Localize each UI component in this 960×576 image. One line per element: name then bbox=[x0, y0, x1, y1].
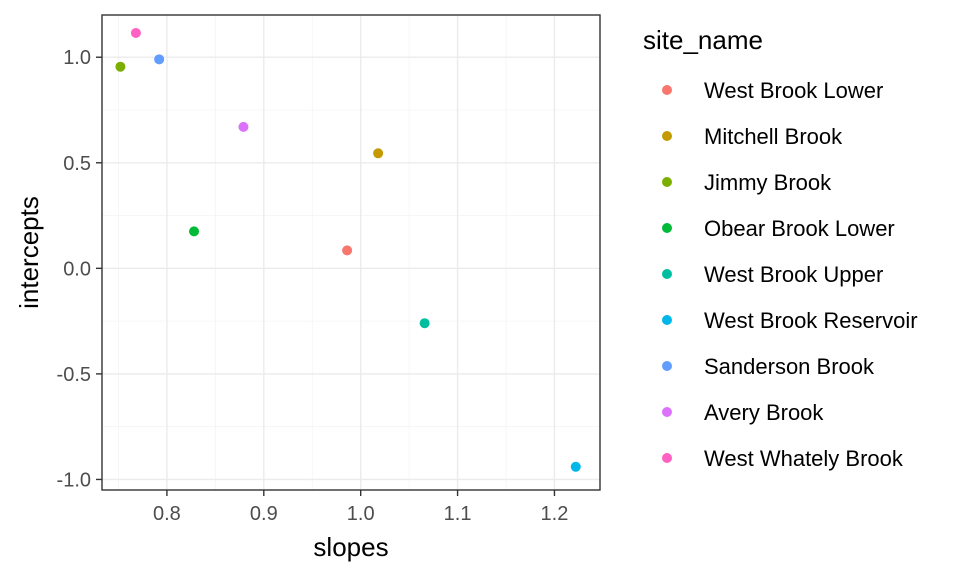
legend-key bbox=[662, 361, 672, 371]
data-point bbox=[154, 54, 165, 65]
legend-key bbox=[662, 315, 672, 325]
data-point bbox=[342, 245, 353, 256]
y-axis-title: intercepts bbox=[14, 196, 44, 309]
legend-label: Avery Brook bbox=[704, 400, 824, 425]
legend-item: Jimmy Brook bbox=[662, 170, 832, 195]
data-point bbox=[419, 318, 430, 329]
legend-item: West Brook Reservoir bbox=[662, 308, 918, 333]
legend-item: Sanderson Brook bbox=[662, 354, 875, 379]
legend-item: West Whately Brook bbox=[662, 446, 904, 471]
legend-label: West Brook Lower bbox=[704, 78, 883, 103]
y-tick-label: 1.0 bbox=[63, 47, 91, 69]
major-gridlines bbox=[102, 15, 600, 490]
x-tick-label: 1.0 bbox=[347, 503, 375, 525]
legend-key bbox=[662, 223, 672, 233]
minor-gridlines bbox=[102, 15, 600, 490]
legend-key bbox=[662, 177, 672, 187]
legend-item: West Brook Upper bbox=[662, 262, 883, 287]
legend-title: site_name bbox=[643, 25, 763, 55]
legend-label: Sanderson Brook bbox=[704, 354, 875, 379]
legend-key bbox=[662, 131, 672, 141]
legend-key bbox=[662, 453, 672, 463]
legend-items: West Brook Lower Mitchell Brook Jimmy Broo… bbox=[662, 78, 918, 471]
data-point bbox=[238, 121, 249, 132]
legend-label: Obear Brook Lower bbox=[704, 216, 895, 241]
legend-key bbox=[662, 407, 672, 417]
data-point bbox=[189, 226, 200, 237]
legend-label: Jimmy Brook bbox=[704, 170, 832, 195]
x-tick-label: 0.8 bbox=[153, 503, 181, 525]
y-tick-label: -1.0 bbox=[57, 469, 91, 491]
legend-label: Mitchell Brook bbox=[704, 124, 843, 149]
y-tick-label: -0.5 bbox=[57, 364, 91, 386]
legend-item: West Brook Lower bbox=[662, 78, 883, 103]
legend-label: West Whately Brook bbox=[704, 446, 904, 471]
data-point bbox=[570, 461, 581, 472]
x-axis-title: slopes bbox=[313, 532, 388, 562]
legend-label: West Brook Reservoir bbox=[704, 308, 918, 333]
x-tick-label: 1.1 bbox=[444, 503, 472, 525]
x-tick-label: 1.2 bbox=[541, 503, 569, 525]
y-tick-label: 0.0 bbox=[63, 258, 91, 280]
legend-key bbox=[662, 269, 672, 279]
plot-panel-border bbox=[101, 14, 601, 491]
y-axis: 1.0 0.5 0.0 -0.5 -1.0 bbox=[57, 47, 102, 491]
data-point bbox=[115, 61, 126, 72]
x-tick-label: 0.9 bbox=[250, 503, 278, 525]
data-point bbox=[130, 27, 141, 38]
legend-item: Mitchell Brook bbox=[662, 124, 843, 149]
y-tick-label: 0.5 bbox=[63, 153, 91, 175]
legend-key bbox=[662, 85, 672, 95]
data-point bbox=[373, 148, 384, 159]
legend-item: Avery Brook bbox=[662, 400, 824, 425]
x-axis: 0.8 0.9 1.0 1.1 1.2 bbox=[153, 490, 568, 525]
legend-label: West Brook Upper bbox=[704, 262, 883, 287]
legend: site_name West Brook Lower Mitchell Brook… bbox=[643, 25, 918, 471]
legend-item: Obear Brook Lower bbox=[662, 216, 895, 241]
data-points bbox=[115, 27, 581, 472]
